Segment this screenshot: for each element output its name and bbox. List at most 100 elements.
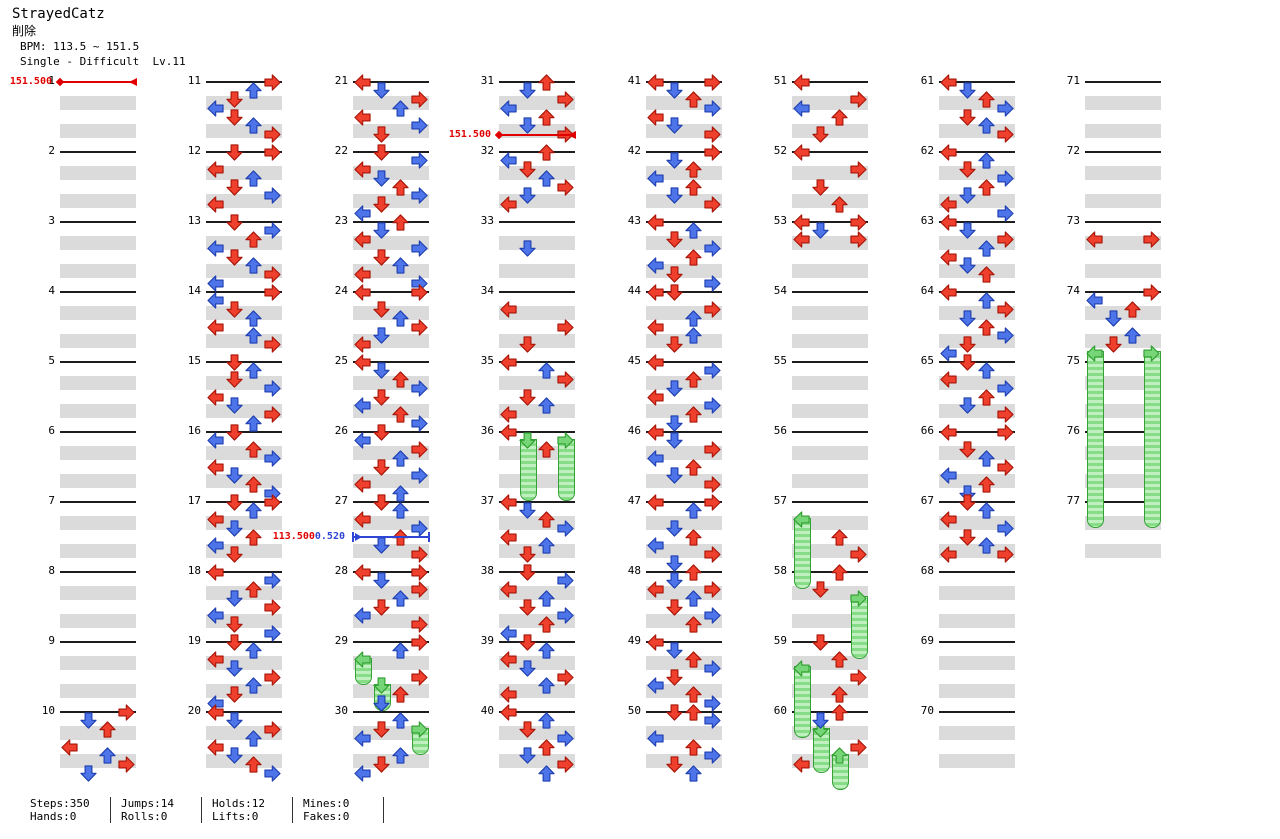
left-arrow-note[interactable] [647, 537, 664, 554]
up-arrow-note[interactable] [538, 590, 555, 607]
right-arrow-note[interactable] [997, 423, 1014, 441]
down-arrow-note[interactable] [80, 712, 97, 729]
right-arrow-note[interactable] [704, 362, 721, 379]
hold-head-down-arrow-note[interactable] [373, 677, 390, 694]
up-arrow-note[interactable] [685, 458, 702, 476]
down-arrow-note[interactable] [959, 353, 976, 371]
right-arrow-note[interactable] [704, 695, 721, 712]
up-arrow-note[interactable] [392, 406, 409, 423]
right-arrow-note[interactable] [997, 126, 1014, 143]
down-arrow-note[interactable] [80, 765, 97, 782]
left-arrow-note[interactable] [940, 248, 957, 266]
right-arrow-note[interactable] [411, 283, 428, 301]
right-arrow-note[interactable] [850, 668, 867, 686]
right-arrow-note[interactable] [997, 301, 1014, 318]
left-arrow-note[interactable] [647, 581, 664, 598]
hold-head-left-arrow-note[interactable] [354, 651, 371, 668]
right-arrow-note[interactable] [264, 668, 281, 686]
down-arrow-note[interactable] [226, 546, 243, 563]
left-arrow-note[interactable] [207, 318, 224, 336]
up-arrow-note[interactable] [538, 73, 555, 91]
up-arrow-note[interactable] [978, 178, 995, 196]
down-arrow-note[interactable] [226, 248, 243, 266]
right-arrow-note[interactable] [264, 625, 281, 642]
right-arrow-note[interactable] [704, 301, 721, 318]
up-arrow-note[interactable] [831, 528, 848, 546]
up-arrow-note[interactable] [685, 178, 702, 196]
right-arrow-note[interactable] [557, 318, 574, 336]
right-arrow-note[interactable] [411, 415, 428, 432]
up-arrow-note[interactable] [392, 747, 409, 764]
left-arrow-note[interactable] [354, 476, 371, 493]
hold-head-right-arrow-note[interactable] [850, 590, 867, 607]
up-arrow-note[interactable] [245, 170, 262, 187]
left-arrow-note[interactable] [940, 196, 957, 213]
up-arrow-note[interactable] [685, 327, 702, 344]
up-arrow-note[interactable] [978, 240, 995, 257]
up-arrow-note[interactable] [392, 712, 409, 729]
right-arrow-note[interactable] [704, 493, 721, 511]
right-arrow-note[interactable] [997, 205, 1014, 222]
right-arrow-note[interactable] [704, 546, 721, 563]
right-arrow-note[interactable] [704, 476, 721, 493]
right-arrow-note[interactable] [411, 91, 428, 108]
down-arrow-note[interactable] [959, 187, 976, 204]
up-arrow-note[interactable] [831, 563, 848, 581]
left-arrow-note[interactable] [1086, 292, 1103, 309]
up-arrow-note[interactable] [99, 721, 116, 738]
up-arrow-note[interactable] [538, 537, 555, 554]
left-arrow-note[interactable] [354, 108, 371, 126]
right-arrow-note[interactable] [411, 616, 428, 633]
up-arrow-note[interactable] [685, 563, 702, 581]
up-arrow-note[interactable] [392, 686, 409, 703]
down-arrow-note[interactable] [519, 117, 536, 134]
left-arrow-note[interactable] [207, 292, 224, 309]
up-arrow-note[interactable] [245, 476, 262, 493]
down-arrow-note[interactable] [666, 187, 683, 204]
down-arrow-note[interactable] [373, 695, 390, 712]
hold-head-down-arrow-note[interactable] [519, 432, 536, 449]
right-arrow-note[interactable] [850, 738, 867, 756]
up-arrow-note[interactable] [392, 450, 409, 467]
up-arrow-note[interactable] [99, 747, 116, 764]
right-arrow-note[interactable] [264, 266, 281, 283]
down-arrow-note[interactable] [226, 467, 243, 484]
right-arrow-note[interactable] [997, 327, 1014, 344]
left-arrow-note[interactable] [500, 625, 517, 642]
right-arrow-note[interactable] [411, 380, 428, 397]
down-arrow-note[interactable] [959, 108, 976, 126]
left-arrow-note[interactable] [500, 686, 517, 703]
right-arrow-note[interactable] [264, 380, 281, 397]
down-arrow-note[interactable] [666, 266, 683, 283]
up-arrow-note[interactable] [978, 292, 995, 309]
up-arrow-note[interactable] [685, 248, 702, 266]
up-arrow-note[interactable] [685, 765, 702, 782]
hold-note[interactable] [794, 666, 811, 738]
left-arrow-note[interactable] [500, 703, 517, 721]
right-arrow-note[interactable] [704, 100, 721, 117]
left-arrow-note[interactable] [647, 213, 664, 231]
down-arrow-note[interactable] [373, 170, 390, 187]
hold-head-right-arrow-note[interactable] [411, 721, 428, 738]
down-arrow-note[interactable] [226, 590, 243, 607]
left-arrow-note[interactable] [500, 581, 517, 598]
down-arrow-note[interactable] [959, 336, 976, 353]
up-arrow-note[interactable] [978, 117, 995, 134]
left-arrow-note[interactable] [207, 607, 224, 624]
left-arrow-note[interactable] [500, 423, 517, 441]
up-arrow-note[interactable] [538, 765, 555, 782]
left-arrow-note[interactable] [354, 511, 371, 528]
left-arrow-note[interactable] [61, 738, 78, 756]
up-arrow-note[interactable] [392, 371, 409, 388]
left-arrow-note[interactable] [354, 161, 371, 178]
left-arrow-note[interactable] [647, 677, 664, 694]
down-arrow-note[interactable] [226, 686, 243, 703]
down-arrow-note[interactable] [812, 126, 829, 143]
down-arrow-note[interactable] [959, 310, 976, 327]
up-arrow-note[interactable] [538, 441, 555, 458]
left-arrow-note[interactable] [647, 283, 664, 301]
up-arrow-note[interactable] [978, 91, 995, 108]
right-arrow-note[interactable] [264, 765, 281, 782]
down-arrow-note[interactable] [373, 362, 390, 379]
down-arrow-note[interactable] [226, 178, 243, 196]
